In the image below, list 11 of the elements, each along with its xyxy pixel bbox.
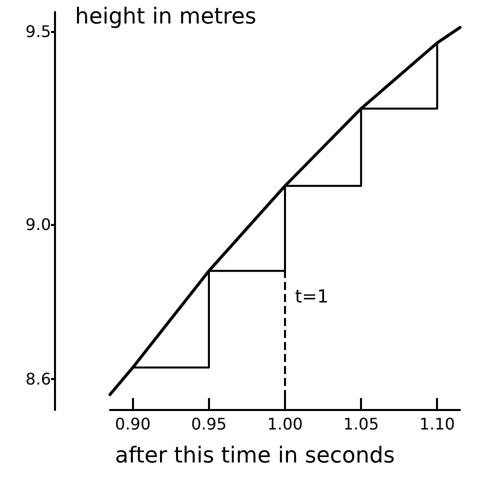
x-tick-label: 0.90 bbox=[115, 414, 151, 434]
y-tick-label: 8.6 bbox=[26, 370, 51, 389]
x-tick-label: 1.10 bbox=[419, 414, 455, 434]
x-tick-label: 0.95 bbox=[191, 414, 227, 434]
y-tick-label: 9.5 bbox=[26, 22, 51, 41]
ref-line-label: t=1 bbox=[295, 286, 329, 308]
x-axis-title: after this time in seconds bbox=[115, 444, 395, 468]
y-tick-label: 9.0 bbox=[26, 215, 51, 234]
x-tick-label: 1.05 bbox=[343, 414, 379, 434]
y-axis-title: height in metres bbox=[75, 4, 256, 30]
x-tick-label: 1.00 bbox=[267, 414, 303, 434]
